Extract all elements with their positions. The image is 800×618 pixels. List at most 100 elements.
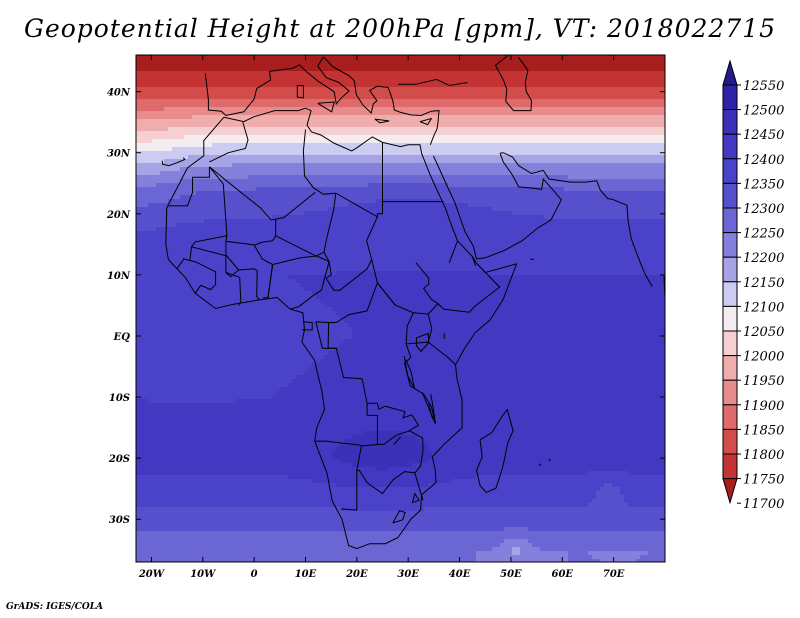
- field-cell: [364, 103, 369, 108]
- field-cell: [304, 143, 309, 148]
- field-cell: [484, 91, 489, 96]
- field-cell: [432, 151, 437, 156]
- field-cell: [320, 167, 325, 172]
- field-cell: [528, 75, 533, 80]
- field-cell: [496, 151, 501, 156]
- field-cell: [440, 159, 445, 164]
- field-cell: [576, 147, 581, 152]
- field-cell: [564, 127, 569, 132]
- field-cell: [596, 155, 601, 160]
- field-cell: [372, 179, 377, 184]
- field-cell: [580, 95, 585, 100]
- field-cell: [452, 63, 457, 68]
- field-cell: [388, 55, 393, 60]
- field-cell: [232, 83, 237, 88]
- field-cell: [424, 147, 429, 152]
- field-cell: [524, 183, 529, 188]
- field-cell: [360, 131, 365, 136]
- field-cell: [396, 155, 401, 160]
- field-cell: [180, 127, 185, 132]
- field-cell: [576, 71, 581, 76]
- field-cell: [296, 195, 301, 200]
- field-cell: [200, 79, 205, 84]
- field-cell: [364, 107, 369, 112]
- field-cell: [468, 179, 473, 184]
- field-cell: [192, 87, 197, 92]
- field-cell: [580, 175, 585, 180]
- field-cell: [424, 107, 429, 112]
- field-cell: [344, 75, 349, 80]
- field-cell: [312, 119, 317, 124]
- field-cell: [188, 147, 193, 152]
- field-cell: [564, 159, 569, 164]
- field-cell: [196, 183, 201, 188]
- field-cell: [540, 59, 545, 64]
- field-cell: [488, 155, 493, 160]
- field-cell: [416, 83, 421, 88]
- field-cell: [396, 147, 401, 152]
- field-cell: [636, 59, 641, 64]
- field-cell: [244, 55, 249, 60]
- field-cell: [608, 103, 613, 108]
- field-cell: [316, 111, 321, 116]
- field-cell: [652, 99, 657, 104]
- field-cell: [348, 171, 353, 176]
- field-cell: [504, 179, 509, 184]
- field-cell: [536, 199, 541, 204]
- field-cell: [632, 55, 637, 60]
- field-cell: [276, 183, 281, 188]
- field-cell: [492, 167, 497, 172]
- field-cell: [628, 67, 633, 72]
- field-cell: [588, 135, 593, 140]
- field-cell: [384, 147, 389, 152]
- field-cell: [472, 171, 477, 176]
- field-cell: [572, 111, 577, 116]
- field-cell: [148, 107, 153, 112]
- field-cell: [320, 199, 325, 204]
- field-cell: [144, 71, 149, 76]
- field-cell: [520, 59, 525, 64]
- field-cell: [336, 199, 341, 204]
- field-cell: [460, 75, 465, 80]
- field-cell: [236, 127, 241, 132]
- field-cell: [540, 83, 545, 88]
- field-cell: [196, 143, 201, 148]
- field-cell: [412, 191, 417, 196]
- field-cell: [376, 179, 381, 184]
- field-cell: [328, 175, 333, 180]
- field-cell: [436, 107, 441, 112]
- field-cell: [168, 75, 173, 80]
- field-cell: [500, 183, 505, 188]
- field-cell: [516, 55, 521, 60]
- field-cell: [620, 175, 625, 180]
- field-cell: [416, 107, 421, 112]
- field-cell: [224, 119, 229, 124]
- field-cell: [596, 83, 601, 88]
- field-cell: [612, 171, 617, 176]
- field-cell: [176, 147, 181, 152]
- field-cell: [352, 107, 357, 112]
- field-cell: [472, 99, 477, 104]
- field-cell: [468, 195, 473, 200]
- field-cell: [456, 71, 461, 76]
- field-cell: [348, 107, 353, 112]
- field-cell: [496, 107, 501, 112]
- field-cell: [584, 131, 589, 136]
- field-cell: [216, 91, 221, 96]
- field-cell: [512, 67, 517, 72]
- field-cell: [192, 143, 197, 148]
- field-cell: [296, 99, 301, 104]
- field-cell: [248, 107, 253, 112]
- field-cell: [580, 179, 585, 184]
- field-cell: [512, 167, 517, 172]
- field-cell: [232, 187, 237, 192]
- field-cell: [396, 107, 401, 112]
- field-cell: [552, 171, 557, 176]
- field-cell: [180, 147, 185, 152]
- field-cell: [512, 139, 517, 144]
- field-cell: [600, 127, 605, 132]
- field-cell: [584, 187, 589, 192]
- field-cell: [408, 75, 413, 80]
- field-cell: [424, 151, 429, 156]
- field-cell: [228, 159, 233, 164]
